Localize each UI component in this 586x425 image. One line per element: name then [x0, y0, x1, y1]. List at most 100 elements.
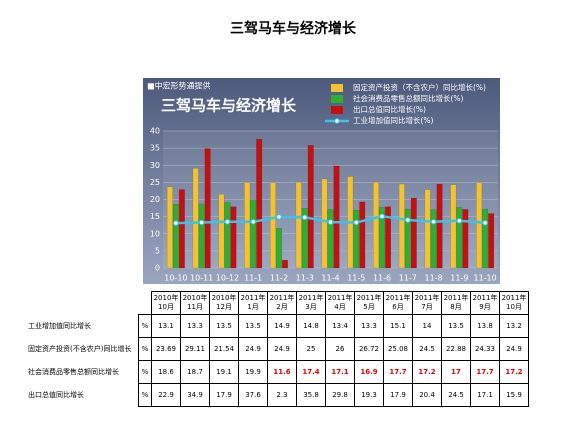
x-tick-label: 11-9 — [450, 274, 468, 283]
header-part: 2011年 — [240, 294, 266, 302]
line-marker — [379, 213, 385, 219]
y-tick-label: 30 — [150, 161, 160, 170]
header-part: 1月 — [247, 303, 259, 311]
table-row: 2010年 10月 2010年 11月 2010年 12月 2011年 1月 2011年 2月 20… — [28, 291, 529, 315]
value-cell: 11.6 — [267, 360, 297, 384]
header-part: 4月 — [334, 303, 346, 311]
legend-label: 社会消费品零售总额同比增长(%) — [353, 93, 464, 103]
value-cell: 17.7 — [383, 360, 413, 384]
value-cell: 24.9 — [238, 337, 268, 361]
bar — [256, 139, 263, 269]
header-part: 8月 — [450, 303, 462, 311]
x-tick-label: 10-12 — [216, 274, 239, 283]
line-marker — [405, 217, 411, 223]
bar — [172, 204, 179, 269]
y-tick-label: 40 — [150, 127, 160, 136]
column-header: 2010年 10月 — [151, 291, 181, 315]
value-cell: 17.1 — [325, 360, 355, 384]
row-label: 工业增加值同比增长 — [28, 321, 91, 330]
column-header: 2011年 2月 — [267, 291, 297, 315]
header-part: 2011年 — [356, 294, 382, 302]
bar — [270, 182, 276, 269]
value-cell: 13.4 — [325, 314, 355, 338]
chart-title: 三驾马车与经济增长 — [161, 97, 297, 115]
value-cell: 17.9 — [209, 383, 239, 407]
column-header: 2011年 7月 — [412, 291, 442, 315]
value-cell: 20.4 — [412, 383, 442, 407]
header-part: 5月 — [363, 303, 375, 311]
header-part: 2011年 — [385, 294, 411, 302]
bar — [301, 208, 308, 269]
column-header: 2010年 11月 — [180, 291, 210, 315]
row-label: 社会消费品零售总额同比增长 — [28, 367, 119, 376]
value-cell: 22.9 — [151, 383, 181, 407]
value-cell: 2.3 — [267, 383, 297, 407]
value-cell: 26.72 — [354, 337, 384, 361]
value-cell: 17.7 — [470, 360, 500, 384]
x-tick-label: 11-7 — [399, 274, 417, 283]
column-header: 2011年 3月 — [296, 291, 326, 315]
line-marker — [327, 219, 334, 225]
line-marker — [224, 219, 231, 225]
value-cell: 26 — [325, 337, 355, 361]
value-cell: 13.8 — [470, 314, 500, 338]
column-header: 2011年 10月 — [499, 291, 529, 315]
bar — [276, 228, 282, 269]
legend-swatch — [331, 106, 343, 114]
header-part: 2010年 — [211, 294, 237, 302]
x-tick-label: 11-10 — [473, 274, 496, 283]
table-row: 工业增加值同比增长% 13.1 13.3 13.5 13.5 14.9 14.8 13.4 13… — [28, 314, 529, 338]
value-cell: 13.5 — [238, 314, 268, 338]
header-part: 2010年 — [182, 294, 208, 302]
x-tick-label: 11-6 — [373, 274, 391, 283]
value-cell: 29.8 — [325, 383, 355, 407]
value-cell: 17.2 — [412, 360, 442, 384]
bar — [218, 194, 225, 269]
value-cell: 17.2 — [499, 360, 529, 384]
bar — [295, 182, 302, 269]
bar — [398, 183, 405, 269]
bar — [282, 259, 288, 269]
value-cell: 24.5 — [412, 337, 442, 361]
bar — [379, 207, 385, 269]
bar — [244, 182, 251, 269]
bar — [198, 203, 205, 269]
value-cell: 34.9 — [180, 383, 210, 407]
header-part: 6月 — [392, 303, 404, 311]
bar — [166, 186, 173, 269]
data-table: 2010年 10月 2010年 11月 2010年 12月 2011年 1月 2011年 2月 20… — [28, 291, 529, 407]
x-tick-label: 11-8 — [424, 274, 442, 283]
value-cell: 15.9 — [499, 383, 529, 407]
value-cell: 35.8 — [296, 383, 326, 407]
blank — [28, 292, 139, 315]
header-part: 10月 — [506, 303, 522, 311]
header-part: 2月 — [276, 303, 288, 311]
bar — [488, 213, 495, 269]
value-cell: 21.54 — [209, 337, 239, 361]
header-part: 12月 — [216, 303, 232, 311]
header-part: 7月 — [421, 303, 433, 311]
blank — [138, 291, 152, 315]
y-tick-label: 35 — [150, 144, 160, 153]
line-marker — [302, 214, 308, 221]
legend-label: 工业增加值同比增长(%) — [353, 115, 434, 125]
line-marker — [173, 220, 179, 226]
unit: % — [138, 383, 152, 407]
y-tick-label: 20 — [150, 195, 160, 204]
header-part: 3月 — [305, 303, 317, 311]
line-marker — [482, 220, 488, 226]
bar — [436, 183, 443, 269]
bar — [462, 209, 469, 269]
value-cell: 17.9 — [383, 383, 413, 407]
unit: % — [138, 337, 152, 361]
line-marker — [198, 219, 205, 226]
column-header: 2010年 12月 — [209, 291, 239, 315]
bar — [327, 209, 334, 269]
value-cell: 24.33 — [470, 337, 500, 361]
bar — [353, 209, 360, 269]
legend-label: 固定资产投资（不含农户）同比增长(%) — [353, 82, 486, 92]
header-part: 10月 — [158, 303, 174, 311]
bar — [450, 184, 457, 269]
legend-swatch — [331, 84, 343, 92]
x-tick-label: 11-4 — [321, 274, 339, 283]
